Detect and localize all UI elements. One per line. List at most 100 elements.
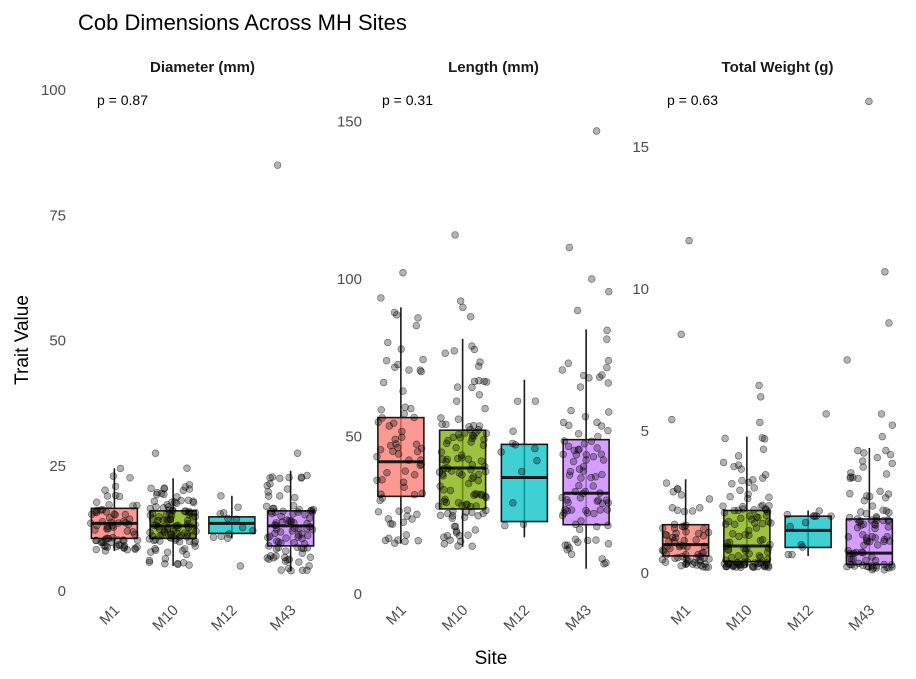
data-point xyxy=(468,383,476,392)
data-point xyxy=(846,473,855,481)
data-point xyxy=(462,500,471,509)
data-point xyxy=(456,297,465,305)
data-point xyxy=(92,545,101,554)
data-point xyxy=(582,506,590,515)
data-point xyxy=(884,523,893,531)
data-point xyxy=(277,512,285,521)
data-point xyxy=(119,536,127,544)
data-point xyxy=(872,562,881,570)
data-point xyxy=(604,540,613,548)
data-point xyxy=(306,523,314,531)
data-point xyxy=(735,532,743,541)
data-point xyxy=(444,509,452,518)
data-point xyxy=(440,540,449,548)
data-point xyxy=(567,406,575,415)
data-point xyxy=(750,484,758,492)
data-point xyxy=(741,531,749,539)
data-point xyxy=(565,243,574,252)
data-point xyxy=(152,521,160,529)
data-point xyxy=(277,539,285,547)
data-point xyxy=(764,518,773,526)
data-point xyxy=(442,439,451,448)
data-point xyxy=(882,470,891,478)
data-point xyxy=(398,433,406,441)
data-point xyxy=(597,450,606,458)
data-point xyxy=(307,507,315,515)
data-point xyxy=(587,437,596,446)
data-point xyxy=(576,494,585,502)
data-point xyxy=(185,481,194,489)
data-point xyxy=(533,456,541,465)
data-point xyxy=(757,559,765,567)
data-point xyxy=(454,415,463,423)
data-point xyxy=(761,563,769,571)
data-point xyxy=(458,471,466,479)
data-point xyxy=(560,437,568,445)
data-point xyxy=(732,563,741,571)
data-point xyxy=(88,510,96,518)
data-point xyxy=(468,508,476,517)
data-point xyxy=(481,462,489,471)
data-point xyxy=(579,467,588,475)
data-point xyxy=(588,275,596,283)
data-point xyxy=(882,446,890,455)
data-point xyxy=(671,554,679,563)
data-point xyxy=(393,311,401,319)
data-point xyxy=(384,338,392,347)
x-tick-label: M12 xyxy=(208,602,241,635)
data-point xyxy=(417,460,426,468)
data-point xyxy=(129,528,137,536)
data-point xyxy=(686,557,694,565)
data-point xyxy=(730,520,739,529)
box-M12 xyxy=(783,410,835,559)
data-point xyxy=(126,474,134,482)
data-point xyxy=(595,373,604,381)
data-point xyxy=(265,542,273,550)
data-point xyxy=(582,456,590,464)
data-point xyxy=(377,294,385,302)
data-point xyxy=(224,514,232,523)
data-point xyxy=(559,418,568,427)
data-point xyxy=(513,397,522,405)
data-point xyxy=(884,517,893,525)
data-point xyxy=(209,533,218,541)
facet-strip-label: Length (mm) xyxy=(448,59,539,76)
box-M1 xyxy=(658,236,714,571)
data-point xyxy=(466,313,475,321)
p-value-label: p = 0.63 xyxy=(667,92,718,108)
data-point xyxy=(751,559,759,567)
data-point xyxy=(764,548,772,556)
data-point xyxy=(303,544,312,552)
data-point xyxy=(398,427,406,436)
data-point xyxy=(857,548,866,556)
data-point xyxy=(262,502,271,511)
y-tick-label: 100 xyxy=(41,82,66,99)
data-point xyxy=(576,383,585,391)
data-point xyxy=(98,506,107,514)
data-point xyxy=(722,562,731,571)
data-point xyxy=(662,479,671,487)
data-point xyxy=(451,522,460,531)
y-tick-label: 15 xyxy=(632,139,649,156)
x-tick-label: M43 xyxy=(846,602,879,635)
data-point xyxy=(121,510,129,519)
data-point xyxy=(171,536,180,544)
data-point xyxy=(378,414,386,422)
data-point xyxy=(757,393,765,401)
data-point xyxy=(403,506,412,514)
data-point xyxy=(436,511,445,520)
data-point xyxy=(758,519,767,528)
data-point xyxy=(587,473,595,482)
data-point xyxy=(867,516,875,524)
data-point xyxy=(878,432,887,441)
data-point xyxy=(376,445,385,454)
chart-title: Cob Dimensions Across MH Sites xyxy=(78,10,407,35)
data-point xyxy=(146,528,154,537)
data-point xyxy=(561,541,569,549)
data-point xyxy=(376,496,384,505)
data-point xyxy=(887,561,896,569)
data-point xyxy=(444,464,452,473)
data-point xyxy=(766,540,774,549)
data-point xyxy=(669,488,677,496)
data-point xyxy=(448,512,457,520)
